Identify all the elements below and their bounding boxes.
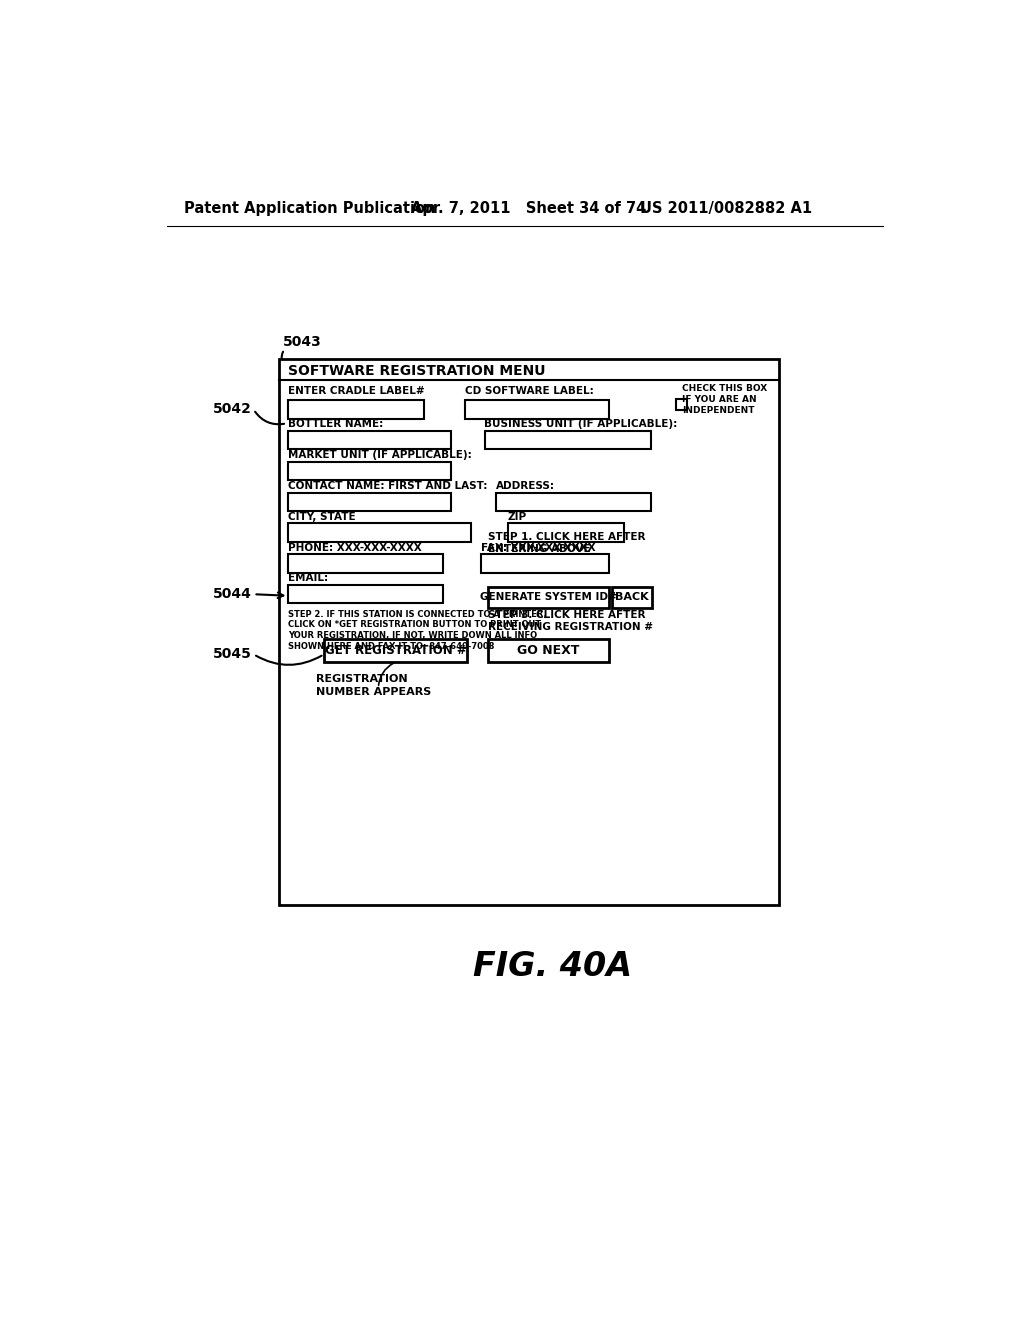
Bar [480, 554, 608, 573]
Text: EMAIL:: EMAIL: [289, 573, 329, 583]
Text: 5044: 5044 [213, 587, 252, 601]
Text: ENTER CRADLE LABEL#: ENTER CRADLE LABEL# [289, 385, 425, 396]
Text: ZIP: ZIP [508, 512, 527, 521]
Text: STEP 2. IF THIS STATION IS CONNECTED TO A PRINTER,
CLICK ON *GET REGISTRATION BU: STEP 2. IF THIS STATION IS CONNECTED TO … [289, 610, 547, 651]
Bar [496, 492, 651, 511]
Text: MARKET UNIT (IF APPLICABLE):: MARKET UNIT (IF APPLICABLE): [289, 450, 472, 461]
Text: CITY, STATE: CITY, STATE [289, 512, 356, 521]
Text: PHONE: XXX-XXX-XXXX: PHONE: XXX-XXX-XXXX [289, 543, 422, 553]
Text: REGISTRATION
NUMBER APPEARS: REGISTRATION NUMBER APPEARS [316, 675, 431, 697]
Text: CD SOFTWARE LABEL:: CD SOFTWARE LABEL: [465, 385, 594, 396]
Text: BACK: BACK [615, 593, 648, 602]
Text: CONTACT NAME: FIRST AND LAST:: CONTACT NAME: FIRST AND LAST: [289, 480, 487, 491]
Bar [484, 430, 651, 449]
Bar [289, 524, 471, 543]
Text: FAX: XXX-XXX-XXXX: FAX: XXX-XXX-XXXX [480, 543, 595, 553]
Bar [508, 524, 624, 543]
Text: Apr. 7, 2011   Sheet 34 of 74: Apr. 7, 2011 Sheet 34 of 74 [411, 201, 646, 216]
Bar [289, 430, 452, 449]
Text: 5045: 5045 [213, 647, 252, 661]
Text: FIG. 40A: FIG. 40A [473, 950, 632, 983]
Bar [324, 639, 467, 663]
Text: GO NEXT: GO NEXT [517, 644, 580, 657]
Bar [611, 586, 652, 609]
Text: 5042: 5042 [213, 403, 252, 416]
Text: 5043: 5043 [283, 335, 322, 348]
Text: GENERATE SYSTEM ID#: GENERATE SYSTEM ID# [480, 593, 616, 602]
Text: CHECK THIS BOX
IF YOU ARE AN
INDEPENDENT: CHECK THIS BOX IF YOU ARE AN INDEPENDENT [682, 384, 767, 416]
Text: BOTTLER NAME:: BOTTLER NAME: [289, 420, 384, 429]
Text: STEP 1. CLICK HERE AFTER
ENTERING ABOVE: STEP 1. CLICK HERE AFTER ENTERING ABOVE [488, 532, 646, 554]
Text: US 2011/0082882 A1: US 2011/0082882 A1 [640, 201, 812, 216]
Text: STEP 3. CLICK HERE AFTER
RECEIVING REGISTRATION #: STEP 3. CLICK HERE AFTER RECEIVING REGIS… [488, 610, 653, 632]
Bar [488, 586, 608, 609]
Bar [280, 359, 779, 906]
Text: GET REGISTRATION #: GET REGISTRATION # [325, 644, 467, 657]
Bar [488, 639, 608, 663]
Text: Patent Application Publication: Patent Application Publication [183, 201, 435, 216]
Bar [676, 400, 687, 411]
Bar [289, 462, 452, 480]
Text: ADDRESS:: ADDRESS: [496, 480, 555, 491]
Text: BUSINESS UNIT (IF APPLICABLE):: BUSINESS UNIT (IF APPLICABLE): [484, 420, 678, 429]
Bar [289, 400, 424, 418]
Bar [465, 400, 608, 418]
Bar [289, 492, 452, 511]
Text: SOFTWARE REGISTRATION MENU: SOFTWARE REGISTRATION MENU [289, 364, 546, 378]
Bar [289, 554, 443, 573]
Bar [289, 585, 443, 603]
